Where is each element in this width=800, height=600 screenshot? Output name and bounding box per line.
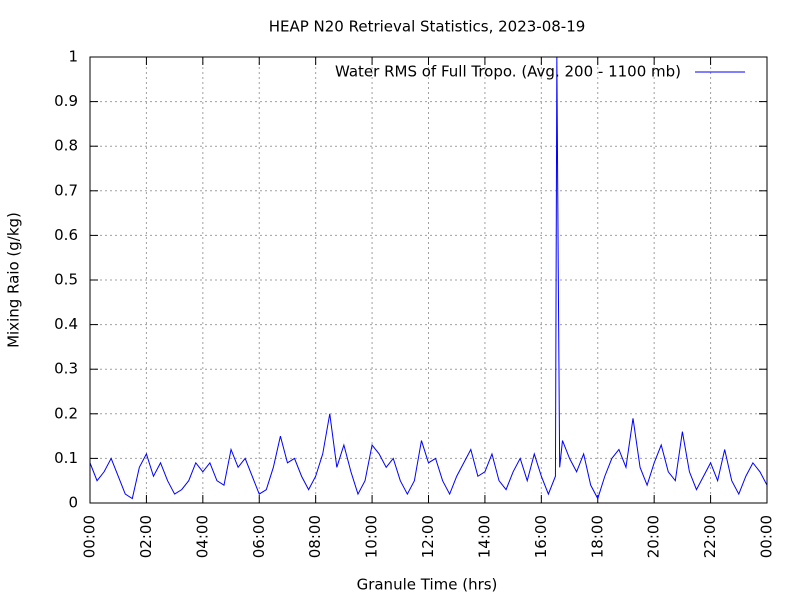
y-tick-label: 0.2 [54, 404, 78, 422]
y-tick-label: 0.6 [54, 226, 78, 244]
y-tick-label: 0.3 [54, 360, 78, 378]
y-tick-label: 0.5 [54, 271, 78, 289]
x-tick-label: 00:00 [81, 515, 99, 558]
x-tick-label: 18:00 [588, 515, 606, 558]
x-tick-label: 00:00 [758, 515, 776, 558]
x-tick-label: 16:00 [532, 515, 550, 558]
x-tick-label: 02:00 [137, 515, 155, 558]
x-tick-label: 20:00 [645, 515, 663, 558]
y-tick-label: 0 [68, 494, 78, 512]
y-tick-label: 0.8 [54, 137, 78, 155]
x-axis-label: Granule Time (hrs) [357, 576, 498, 594]
y-tick-label: 0.9 [54, 92, 78, 110]
y-tick-label: 0.1 [54, 449, 78, 467]
y-tick-label: 0.7 [54, 181, 78, 199]
y-axis-label: Mixing Raio (g/kg) [5, 212, 23, 348]
x-tick-label: 10:00 [363, 515, 381, 558]
y-tick-label: 1 [68, 48, 78, 66]
y-tick-label: 0.4 [54, 315, 78, 333]
x-tick-label: 08:00 [306, 515, 324, 558]
legend-label: Water RMS of Full Tropo. (Avg. 200 - 110… [335, 63, 681, 81]
x-tick-label: 04:00 [193, 515, 211, 558]
chart-title: HEAP N20 Retrieval Statistics, 2023-08-1… [269, 18, 586, 36]
data-line [90, 57, 767, 500]
plot-border [89, 56, 768, 504]
x-tick-label: 12:00 [419, 515, 437, 558]
x-tick-label: 06:00 [250, 515, 268, 558]
x-tick-label: 14:00 [475, 515, 493, 558]
x-tick-label: 22:00 [701, 515, 719, 558]
